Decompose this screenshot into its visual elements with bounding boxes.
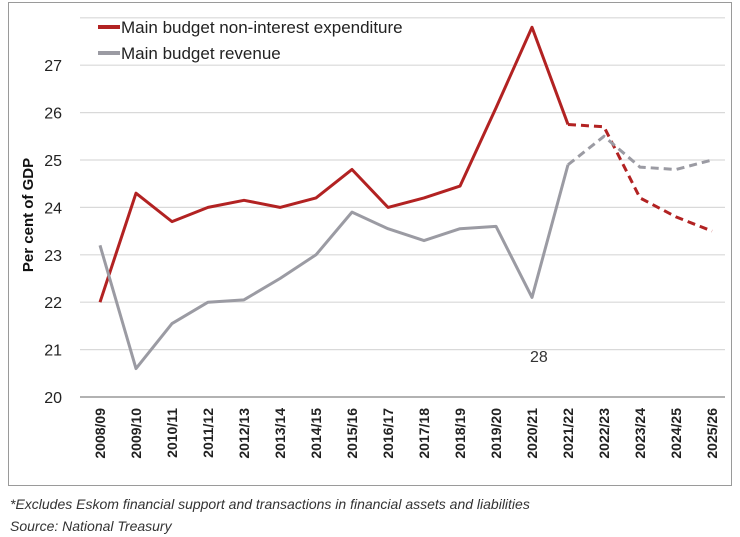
y-axis-label: Per cent of GDP (20, 158, 37, 272)
annotation: 28 (530, 349, 548, 366)
x-tick-label: 2024/25 (668, 408, 684, 459)
x-tick-label: 2010/11 (164, 408, 180, 458)
series-line-actual (98, 25, 570, 303)
x-tick-label: 2025/26 (704, 408, 720, 459)
series-line-actual (98, 164, 570, 371)
x-tick-label: 2009/10 (128, 408, 144, 459)
x-tick-label: 2008/09 (92, 408, 108, 459)
x-tick-label: 2016/17 (380, 408, 396, 459)
x-tick-label: 2014/15 (308, 408, 324, 459)
y-tick-label: 21 (44, 343, 62, 360)
y-tick-label: 24 (44, 200, 62, 217)
x-tick-label: 2018/19 (452, 408, 468, 459)
y-tick-label: 26 (44, 106, 62, 123)
series-line-forecast (567, 122, 713, 233)
x-tick-label: 2013/14 (272, 408, 288, 459)
source: Source: National Treasury (10, 518, 172, 534)
y-tick-label: 20 (44, 390, 62, 407)
x-tick-label: 2015/16 (344, 408, 360, 459)
line-chart: 20 21 22 23 24 25 26 27 Per cent of GDP 2008/09 20… (20, 17, 725, 459)
x-tick-label: 2021/22 (560, 408, 576, 459)
legend-label: Main budget revenue (121, 44, 281, 63)
x-tick-label: 2017/18 (416, 408, 432, 459)
y-tick-label: 22 (44, 295, 62, 312)
chart-frame (8, 2, 732, 486)
x-tick-label: 2020/21 (524, 408, 540, 459)
footnote: *Excludes Eskom financial support and tr… (10, 496, 530, 512)
x-tick-label: 2012/13 (236, 408, 252, 459)
y-tick-label: 27 (44, 58, 62, 75)
x-tick-label: 2019/20 (488, 408, 504, 459)
y-tick-label: 25 (44, 153, 62, 170)
x-tick-label: 2011/12 (200, 408, 216, 458)
x-tick-label: 2022/23 (596, 408, 612, 459)
legend-label: Main budget non-interest expenditure (121, 18, 403, 37)
series-line-forecast (567, 134, 713, 171)
y-tick-label: 23 (44, 248, 62, 265)
x-tick-label: 2023/24 (632, 408, 648, 459)
